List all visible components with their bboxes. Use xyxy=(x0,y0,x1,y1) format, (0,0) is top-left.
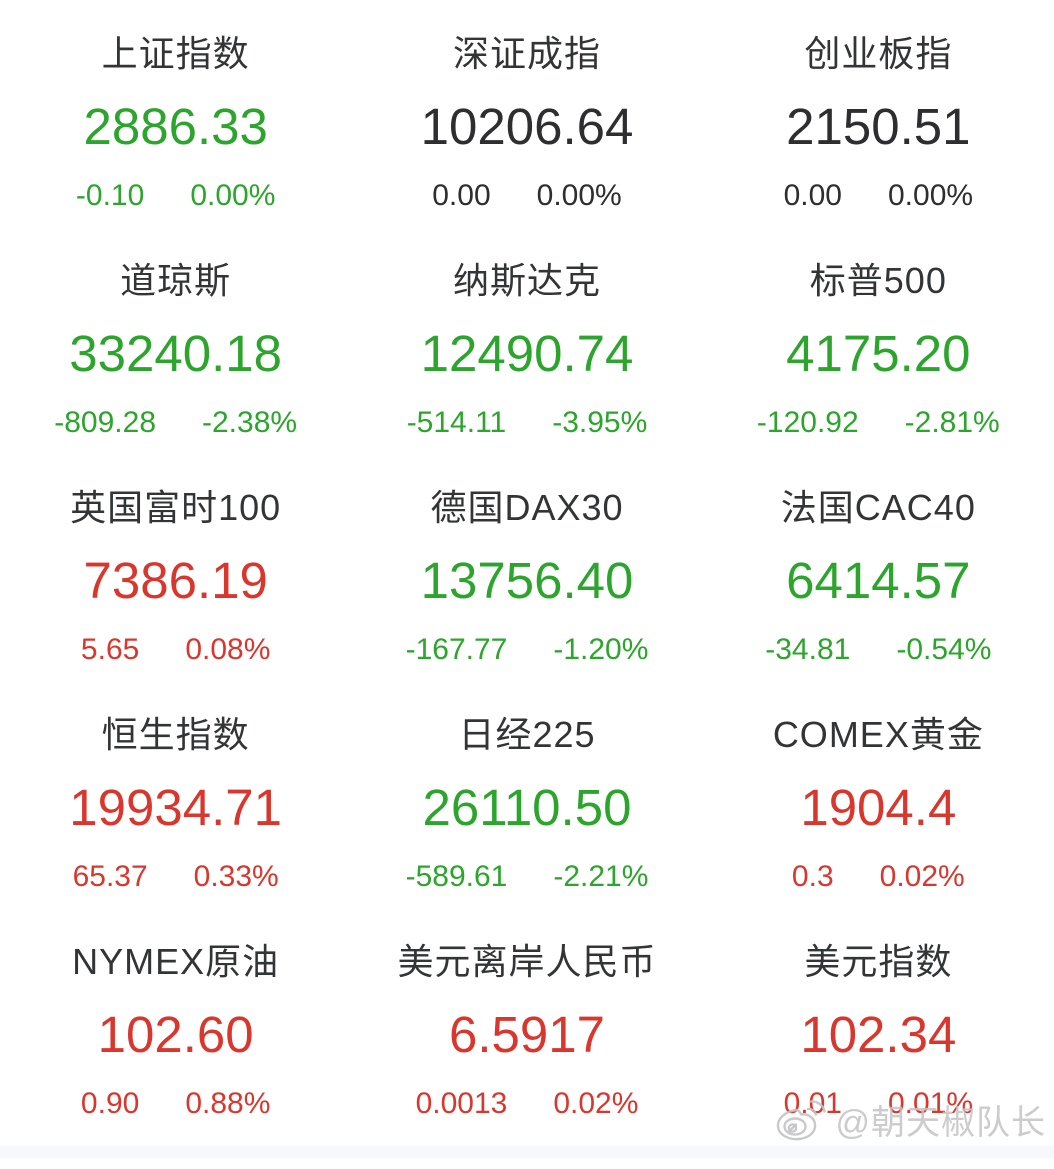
index-change-row: -34.81 -0.54% xyxy=(765,633,991,667)
index-change-pct: 0.00% xyxy=(190,179,276,212)
index-change-pct: 0.00% xyxy=(536,179,622,212)
quote-cell-nasdaq[interactable]: 纳斯达克 12490.74 -514.11 -3.95% xyxy=(351,261,702,488)
quote-cell-dax30[interactable]: 德国DAX30 13756.40 -167.77 -1.20% xyxy=(351,488,702,715)
index-change-pct: -2.38% xyxy=(202,406,298,439)
index-change-pct: 0.08% xyxy=(185,633,271,666)
index-change: 0.90 xyxy=(80,1087,140,1120)
index-change: -589.61 xyxy=(405,860,508,893)
index-name: COMEX黄金 xyxy=(772,714,984,755)
index-name: 上证指数 xyxy=(101,33,250,74)
quote-cell-sp500[interactable]: 标普500 4175.20 -120.92 -2.81% xyxy=(703,261,1054,488)
index-change: -514.11 xyxy=(406,406,507,439)
index-change-row: -167.77 -1.20% xyxy=(406,633,649,667)
index-value: 6.5917 xyxy=(448,1006,605,1063)
index-change: 0.01 xyxy=(783,1087,842,1120)
index-name: 标普500 xyxy=(809,260,947,301)
index-name: 美元指数 xyxy=(804,941,953,982)
index-value: 19934.71 xyxy=(69,779,283,836)
quote-cell-comex-gold[interactable]: COMEX黄金 1904.4 0.3 0.02% xyxy=(703,715,1054,942)
index-name: 道琼斯 xyxy=(120,260,232,301)
index-value: 2150.51 xyxy=(786,98,971,155)
index-change-row: -514.11 -3.95% xyxy=(407,406,648,440)
index-change-pct: 0.00% xyxy=(887,179,974,212)
quote-cell-chinext[interactable]: 创业板指 2150.51 0.00 0.00% xyxy=(703,34,1054,261)
index-name: 德国DAX30 xyxy=(430,487,624,528)
index-change: 0.00 xyxy=(432,179,491,212)
index-value: 102.34 xyxy=(800,1006,957,1063)
index-change-pct: -2.21% xyxy=(553,860,649,893)
index-value: 1904.4 xyxy=(800,779,957,836)
index-change: -120.92 xyxy=(756,406,859,439)
index-change-pct: 0.33% xyxy=(193,860,279,893)
index-name: 纳斯达克 xyxy=(452,260,601,301)
index-value: 7386.19 xyxy=(83,552,268,609)
quote-cell-cac40[interactable]: 法国CAC40 6414.57 -34.81 -0.54% xyxy=(703,488,1054,715)
index-change-row: -589.61 -2.21% xyxy=(406,860,649,894)
index-change-pct: -3.95% xyxy=(552,406,648,439)
index-change: 0.0013 xyxy=(415,1087,508,1120)
quote-cell-nikkei225[interactable]: 日经225 26110.50 -589.61 -2.21% xyxy=(351,715,702,942)
index-name: 美元离岸人民币 xyxy=(397,941,657,982)
index-change-pct: 0.01% xyxy=(887,1087,974,1120)
index-value: 102.60 xyxy=(97,1006,254,1063)
quote-cell-usd-offshore-cny[interactable]: 美元离岸人民币 6.5917 0.0013 0.02% xyxy=(351,942,702,1169)
index-change: -34.81 xyxy=(765,633,851,666)
index-name: 恒生指数 xyxy=(101,714,250,755)
index-change-row: 0.3 0.02% xyxy=(792,860,965,894)
index-change-row: 5.65 0.08% xyxy=(81,633,270,667)
index-change: 5.65 xyxy=(80,633,140,666)
index-change-pct: 0.02% xyxy=(553,1087,639,1120)
index-change-pct: 0.88% xyxy=(185,1087,271,1120)
index-name: 创业板指 xyxy=(804,33,953,74)
index-value: 4175.20 xyxy=(786,325,971,382)
quote-cell-szse-component[interactable]: 深证成指 10206.64 0.00 0.00% xyxy=(351,34,702,261)
index-change-row: 65.37 0.33% xyxy=(73,860,279,894)
index-change-pct: -1.20% xyxy=(553,633,649,666)
index-change-row: 0.00 0.00% xyxy=(784,179,973,213)
index-change-pct: -2.81% xyxy=(904,406,1000,439)
quote-cell-ftse100[interactable]: 英国富时100 7386.19 5.65 0.08% xyxy=(0,488,351,715)
index-change: -809.28 xyxy=(54,406,156,439)
index-value: 33240.18 xyxy=(69,325,283,382)
index-value: 12490.74 xyxy=(420,325,634,382)
index-change: 65.37 xyxy=(72,860,148,893)
index-change-row: -0.10 0.00% xyxy=(76,179,275,213)
index-change-row: -809.28 -2.38% xyxy=(54,406,297,440)
index-value: 13756.40 xyxy=(420,552,634,609)
index-change-pct: 0.02% xyxy=(879,860,965,893)
quote-cell-hang-seng[interactable]: 恒生指数 19934.71 65.37 0.33% xyxy=(0,715,351,942)
index-change-row: 0.90 0.88% xyxy=(81,1087,270,1121)
index-change: 0.00 xyxy=(783,179,842,212)
index-change-row: 0.01 0.01% xyxy=(784,1087,973,1121)
index-name: NYMEX原油 xyxy=(72,941,280,982)
quote-cell-sse-composite[interactable]: 上证指数 2886.33 -0.10 0.00% xyxy=(0,34,351,261)
index-change: 0.3 xyxy=(791,860,834,893)
index-value: 10206.64 xyxy=(420,98,634,155)
index-name: 英国富时100 xyxy=(70,487,282,528)
index-name: 法国CAC40 xyxy=(780,487,976,528)
quote-cell-usd-index[interactable]: 美元指数 102.34 0.01 0.01% xyxy=(703,942,1054,1169)
index-value: 2886.33 xyxy=(83,98,268,155)
index-name: 深证成指 xyxy=(452,33,601,74)
index-change-row: 0.0013 0.02% xyxy=(416,1087,639,1121)
index-name: 日经225 xyxy=(458,714,596,755)
index-change: -167.77 xyxy=(405,633,508,666)
bottom-strip xyxy=(0,1146,1054,1158)
index-change-row: 0.00 0.00% xyxy=(432,179,621,213)
index-value: 6414.57 xyxy=(786,552,971,609)
quote-cell-dow-jones[interactable]: 道琼斯 33240.18 -809.28 -2.38% xyxy=(0,261,351,488)
quote-cell-nymex-crude[interactable]: NYMEX原油 102.60 0.90 0.88% xyxy=(0,942,351,1169)
index-value: 26110.50 xyxy=(422,779,632,836)
index-change-row: -120.92 -2.81% xyxy=(757,406,1000,440)
index-change-pct: -0.54% xyxy=(896,633,992,666)
index-change: -0.10 xyxy=(75,179,145,212)
